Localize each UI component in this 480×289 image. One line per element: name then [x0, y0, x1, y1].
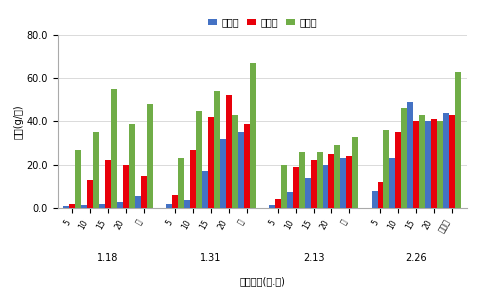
Bar	[377, 182, 383, 208]
Bar	[237, 132, 243, 208]
Bar	[448, 115, 454, 208]
Bar	[122, 165, 129, 208]
Text: 2.13: 2.13	[302, 253, 324, 262]
Bar	[201, 171, 207, 208]
Bar	[111, 89, 117, 208]
Bar	[395, 132, 401, 208]
Bar	[383, 130, 389, 208]
Bar	[298, 152, 304, 208]
Bar	[75, 150, 81, 208]
Bar	[401, 108, 407, 208]
Bar	[389, 158, 395, 208]
Bar	[99, 204, 105, 208]
Bar	[178, 158, 183, 208]
Text: 1.18: 1.18	[97, 253, 119, 262]
Bar	[304, 178, 310, 208]
Bar	[316, 152, 322, 208]
Bar	[431, 119, 436, 208]
Bar	[443, 113, 448, 208]
X-axis label: 수확시기(월.일): 수확시기(월.일)	[239, 276, 285, 286]
Bar	[195, 111, 201, 208]
Bar	[322, 165, 328, 208]
Text: 2.26: 2.26	[405, 253, 426, 262]
Bar	[424, 121, 431, 208]
Bar	[454, 71, 460, 208]
Bar	[280, 165, 286, 208]
Bar	[190, 150, 195, 208]
Bar	[274, 199, 280, 208]
Bar	[286, 192, 292, 208]
Bar	[141, 175, 146, 208]
Bar	[183, 201, 190, 208]
Bar	[81, 205, 87, 208]
Bar	[436, 121, 443, 208]
Bar	[352, 137, 358, 208]
Bar	[419, 115, 424, 208]
Text: 1.31: 1.31	[200, 253, 221, 262]
Bar	[346, 156, 352, 208]
Bar	[268, 205, 274, 208]
Bar	[243, 124, 249, 208]
Bar	[166, 204, 171, 208]
Bar	[231, 115, 237, 208]
Bar	[292, 167, 298, 208]
Bar	[412, 121, 419, 208]
Bar	[371, 191, 377, 208]
Bar	[69, 204, 75, 208]
Bar	[340, 158, 346, 208]
Bar	[134, 196, 141, 208]
Bar	[213, 91, 219, 208]
Bar	[249, 63, 255, 208]
Bar	[117, 202, 122, 208]
Bar	[328, 154, 334, 208]
Bar	[171, 195, 178, 208]
Y-axis label: 수량(g/주): 수량(g/주)	[14, 104, 24, 139]
Bar	[87, 180, 93, 208]
Bar	[146, 104, 153, 208]
Bar	[63, 206, 69, 208]
Bar	[407, 102, 412, 208]
Bar	[219, 139, 225, 208]
Bar	[105, 160, 111, 208]
Bar	[93, 132, 99, 208]
Legend: 곰마니, 쌈마니, 다독이: 곰마니, 쌈마니, 다독이	[203, 14, 320, 31]
Bar	[207, 117, 213, 208]
Bar	[334, 145, 340, 208]
Bar	[225, 95, 231, 208]
Bar	[129, 124, 134, 208]
Bar	[310, 160, 316, 208]
